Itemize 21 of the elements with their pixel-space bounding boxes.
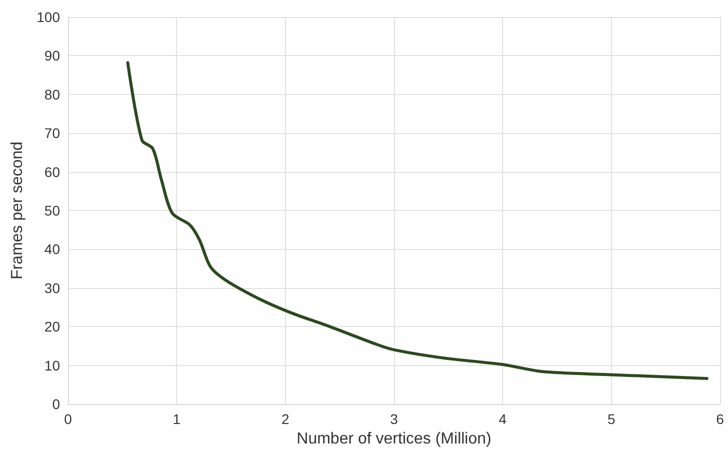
x-tick-label: 1	[172, 411, 181, 427]
y-tick-label: 60	[44, 164, 60, 180]
y-tick-label: 20	[44, 318, 60, 335]
x-tick-label: 4	[498, 411, 507, 427]
x-tick-label: 0	[64, 411, 72, 427]
x-tick-label: 6	[716, 411, 724, 427]
x-tick-label: 5	[607, 411, 616, 427]
y-axis-title: Frames per second	[9, 142, 26, 280]
line-series	[126, 61, 708, 380]
y-tick-label: 40	[44, 241, 60, 258]
x-tick-label: 2	[281, 411, 290, 427]
y-tick-label: 30	[44, 280, 60, 296]
y-tick-label: 80	[44, 86, 60, 102]
x-axis-title: Number of vertices (Million)	[296, 430, 492, 448]
x-tick-label: 3	[390, 411, 398, 427]
y-tick-label: 10	[44, 357, 60, 374]
y-tick-label: 0	[52, 396, 60, 412]
y-tick-label: 100	[36, 9, 60, 25]
y-tick-label: 70	[44, 125, 60, 142]
y-tick-label: 90	[44, 48, 60, 64]
y-tick-label: 50	[44, 202, 60, 218]
